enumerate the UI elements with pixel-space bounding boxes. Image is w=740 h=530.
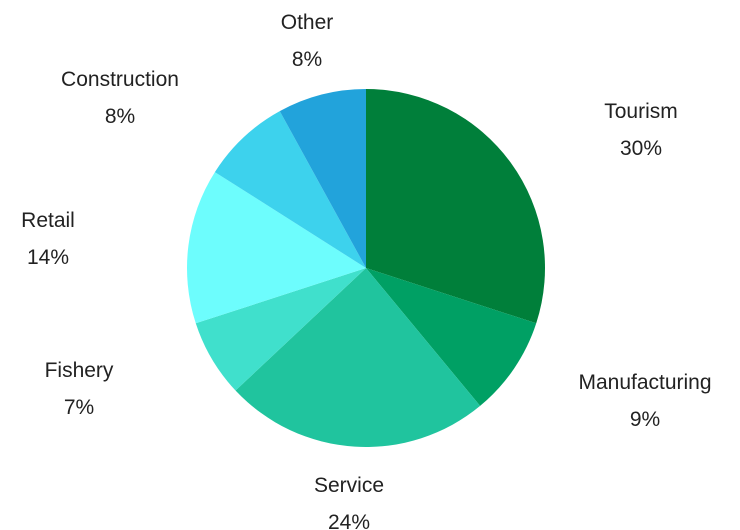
label-retail-name: Retail xyxy=(21,209,75,232)
label-manufacturing-value: 9% xyxy=(629,408,661,431)
label-construction-name: Construction xyxy=(61,68,179,91)
label-tourism: Tourism 30% xyxy=(604,93,678,167)
pie-slice-service xyxy=(235,268,481,447)
label-retail-value: 14% xyxy=(26,246,70,269)
label-service: Service 24% xyxy=(314,467,384,530)
pie-slice-other xyxy=(279,89,366,268)
label-fishery-value: 7% xyxy=(63,396,95,419)
label-construction: Construction 8% xyxy=(61,61,179,135)
label-manufacturing: Manufacturing 9% xyxy=(578,364,711,438)
label-other: Other 8% xyxy=(281,4,334,78)
pie-slice-construction xyxy=(214,111,366,268)
label-service-name: Service xyxy=(313,474,385,497)
label-tourism-name: Tourism xyxy=(604,100,678,123)
label-construction-value: 8% xyxy=(104,105,136,128)
label-other-value: 8% xyxy=(291,48,323,71)
pie-slice-tourism xyxy=(366,89,545,324)
pie-slice-fishery xyxy=(195,268,366,391)
label-manufacturing-name: Manufacturing xyxy=(578,371,712,394)
label-fishery: Fishery 7% xyxy=(45,352,114,426)
label-tourism-value: 30% xyxy=(619,137,663,160)
label-fishery-name: Fishery xyxy=(44,359,114,382)
pie-slice-manufacturing xyxy=(366,268,537,406)
label-service-value: 24% xyxy=(327,511,371,530)
pie-slice-retail xyxy=(187,172,366,324)
label-retail: Retail 14% xyxy=(21,202,75,276)
label-other-name: Other xyxy=(280,11,334,34)
